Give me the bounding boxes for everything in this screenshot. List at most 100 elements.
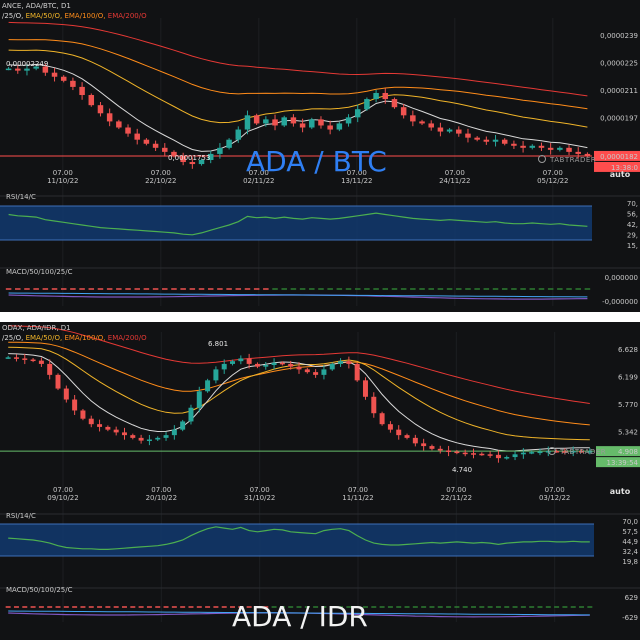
candle-body: [263, 365, 269, 367]
candle-body: [271, 362, 277, 366]
candle-body: [230, 361, 236, 364]
candle-body: [511, 143, 517, 146]
candle-body: [495, 454, 501, 459]
candle-body: [492, 139, 499, 142]
rsi-line: [8, 212, 588, 236]
date-time-label: 07.00: [446, 486, 466, 494]
candle-body: [105, 426, 111, 430]
macd-label: MACD/50/100/25/C: [6, 586, 73, 594]
candle-body: [134, 133, 140, 140]
candle-body: [529, 452, 535, 454]
candle-body: [371, 396, 377, 414]
candle-body: [412, 437, 418, 444]
candle-body: [180, 155, 186, 163]
candle-body: [152, 143, 159, 148]
candle-body: [501, 139, 508, 144]
tabtrader-logo-icon: [548, 447, 556, 455]
date-label: 11/11/22: [342, 494, 373, 502]
candle-body: [345, 117, 352, 124]
candle-body: [321, 369, 327, 375]
rsi-tick: 70,: [627, 200, 638, 208]
candle-body: [196, 391, 202, 408]
current-price-label: 0,0000182: [600, 153, 638, 161]
macd-tick: 629: [625, 594, 638, 602]
candle-body: [419, 121, 425, 124]
candle-body: [162, 147, 168, 152]
candle-body: [584, 153, 591, 156]
candle-body: [281, 117, 287, 126]
date-label: 11/10/22: [47, 177, 78, 185]
high-price-note: 0,00002249: [6, 60, 48, 68]
candle-body: [213, 369, 219, 381]
candle-body: [51, 72, 58, 77]
candle-body: [299, 123, 306, 128]
candle-body: [221, 363, 227, 370]
rsi-tick: 56,: [627, 210, 638, 218]
candle-body: [474, 137, 480, 140]
date-label: 20/10/22: [146, 494, 177, 502]
price-tick: 0,0000211: [600, 87, 638, 95]
candle-body: [155, 437, 161, 440]
candle-body: [313, 372, 319, 375]
price-tick: 6.628: [618, 346, 638, 354]
high-price-note: 6.801: [208, 340, 228, 348]
candle-body: [471, 453, 476, 455]
candle-body: [106, 113, 113, 122]
candle-body: [309, 119, 315, 128]
candle-body: [520, 452, 526, 455]
watermark-label: TABTRADER: [549, 156, 596, 164]
macd-line: [8, 294, 588, 300]
rsi-tick: 32,4: [622, 548, 638, 556]
candle-body: [327, 125, 333, 130]
candle-body: [429, 446, 435, 449]
candle-body: [428, 123, 434, 128]
candle-body: [338, 361, 344, 364]
date-time-label: 07.00: [250, 486, 270, 494]
date-time-label: 07.00: [249, 169, 269, 177]
pair-title: ADA / BTC: [246, 145, 387, 178]
candle-body: [171, 151, 177, 156]
candle-body: [487, 454, 493, 456]
candle-body: [97, 424, 103, 427]
date-time-label: 07.00: [53, 486, 73, 494]
candle-body: [304, 369, 310, 373]
candle-body: [504, 457, 510, 459]
candle-body: [579, 451, 585, 453]
low-price-note: 0,00001753: [168, 154, 210, 162]
candle-body: [113, 429, 119, 433]
candle-body: [116, 121, 122, 128]
candle-body: [171, 429, 177, 436]
candle-body: [22, 358, 28, 360]
candle-body: [537, 451, 543, 454]
symbol-label: ODAX, ADA/IDR, D1: [2, 324, 71, 332]
candle-body: [421, 443, 427, 447]
candle-body: [288, 363, 294, 367]
candle-body: [30, 359, 36, 362]
candle-body: [13, 357, 19, 359]
price-tick: 0,0000239: [600, 32, 638, 40]
candle-body: [122, 432, 127, 436]
candle-body: [410, 115, 416, 122]
candle-body: [163, 435, 169, 438]
candle-body: [400, 107, 407, 116]
date-label: 22/11/22: [441, 494, 472, 502]
countdown-label: 13:38:0: [611, 164, 638, 172]
candle-body: [146, 439, 152, 442]
price-tick: 0,0000225: [600, 60, 638, 68]
watermark-label: TABTRADER: [559, 448, 606, 456]
date-label: 09/10/22: [47, 494, 78, 502]
candle-body: [391, 99, 398, 108]
candle-body: [279, 362, 285, 365]
candle-body: [235, 129, 242, 140]
countdown-tag: [594, 161, 640, 172]
candle-body: [462, 452, 468, 455]
candle-body: [382, 92, 389, 100]
current-price-label: 4.908: [618, 448, 638, 456]
candle-body: [373, 92, 379, 100]
candle-body: [520, 145, 526, 148]
top-ema-legend: /25/O, EMA/50/O, EMA/100/O, EMA/200/O: [2, 12, 147, 20]
candle-body: [437, 127, 444, 132]
date-label: 13/11/22: [341, 177, 372, 185]
candle-body: [42, 66, 49, 73]
candle-body: [15, 68, 21, 71]
